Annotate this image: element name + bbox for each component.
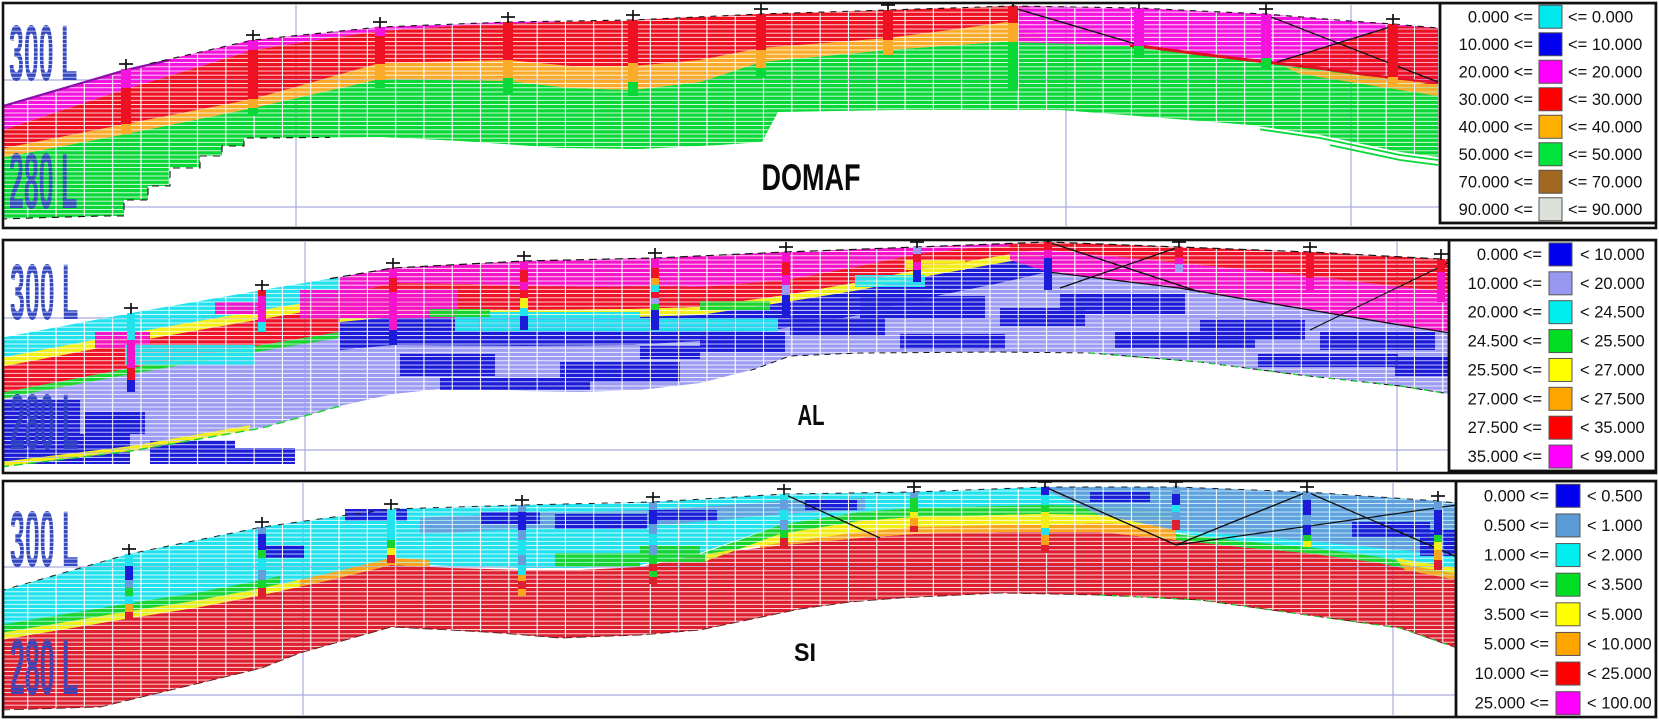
svg-text:< 0.500: < 0.500 [1587,487,1643,505]
svg-text:25.500 <=: 25.500 <= [1468,361,1542,379]
svg-text:50.000 <=: 50.000 <= [1459,146,1533,164]
svg-text:24.500 <=: 24.500 <= [1468,333,1542,351]
svg-text:<= 30.000: <= 30.000 [1568,91,1642,109]
svg-text:DOMAF: DOMAF [762,157,861,198]
svg-text:<= 40.000: <= 40.000 [1568,118,1642,136]
svg-text:280 L: 280 L [10,624,78,711]
svg-text:< 25.000: < 25.000 [1587,665,1652,683]
svg-text:300 L: 300 L [10,249,78,336]
svg-text:<= 70.000: <= 70.000 [1568,173,1642,191]
svg-text:< 2.000: < 2.000 [1587,547,1643,565]
svg-text:20.000 <=: 20.000 <= [1459,63,1533,81]
svg-text:2.000 <=: 2.000 <= [1484,576,1549,594]
svg-text:25.000 <=: 25.000 <= [1475,695,1549,713]
svg-text:< 27.000: < 27.000 [1580,361,1645,379]
svg-text:0.000 <=: 0.000 <= [1477,246,1542,264]
svg-text:27.000 <=: 27.000 <= [1468,390,1542,408]
svg-text:< 99.000: < 99.000 [1580,448,1645,466]
svg-text:10.000 <=: 10.000 <= [1459,36,1533,54]
svg-text:27.500 <=: 27.500 <= [1468,419,1542,437]
svg-text:< 35.000: < 35.000 [1580,419,1645,437]
svg-text:300 L: 300 L [10,496,78,583]
svg-text:< 5.000: < 5.000 [1587,606,1643,624]
svg-text:< 27.500: < 27.500 [1580,390,1645,408]
svg-text:90.000 <=: 90.000 <= [1459,201,1533,219]
svg-text:0.500 <=: 0.500 <= [1484,517,1549,535]
svg-text:AL: AL [798,400,825,432]
svg-text:<= 50.000: <= 50.000 [1568,146,1642,164]
svg-text:40.000 <=: 40.000 <= [1459,118,1533,136]
svg-text:70.000 <=: 70.000 <= [1459,173,1533,191]
svg-text:< 10.000: < 10.000 [1580,246,1645,264]
svg-text:SI: SI [794,639,816,667]
svg-text:< 24.500: < 24.500 [1580,304,1645,322]
svg-text:280 L: 280 L [9,138,77,225]
svg-text:< 1.000: < 1.000 [1587,517,1643,535]
svg-text:< 20.000: < 20.000 [1580,275,1645,293]
svg-text:5.000 <=: 5.000 <= [1484,635,1549,653]
svg-text:0.000 <=: 0.000 <= [1468,8,1533,26]
svg-text:< 10.000: < 10.000 [1587,635,1652,653]
svg-text:< 100.00: < 100.00 [1587,695,1652,713]
svg-text:300 L: 300 L [9,10,77,97]
svg-text:35.000 <=: 35.000 <= [1468,448,1542,466]
svg-text:<= 90.000: <= 90.000 [1568,201,1642,219]
svg-text:<= 20.000: <= 20.000 [1568,63,1642,81]
svg-text:<= 0.000: <= 0.000 [1568,8,1633,26]
svg-text:20.000 <=: 20.000 <= [1468,304,1542,322]
svg-text:<= 10.000: <= 10.000 [1568,36,1642,54]
svg-text:< 3.500: < 3.500 [1587,576,1643,594]
svg-text:1.000 <=: 1.000 <= [1484,547,1549,565]
svg-text:3.500 <=: 3.500 <= [1484,606,1549,624]
svg-text:10.000 <=: 10.000 <= [1475,665,1549,683]
svg-text:280 L: 280 L [10,379,78,466]
svg-text:< 25.500: < 25.500 [1580,333,1645,351]
svg-text:10.000 <=: 10.000 <= [1468,275,1542,293]
svg-text:0.000 <=: 0.000 <= [1484,487,1549,505]
svg-text:30.000 <=: 30.000 <= [1459,91,1533,109]
